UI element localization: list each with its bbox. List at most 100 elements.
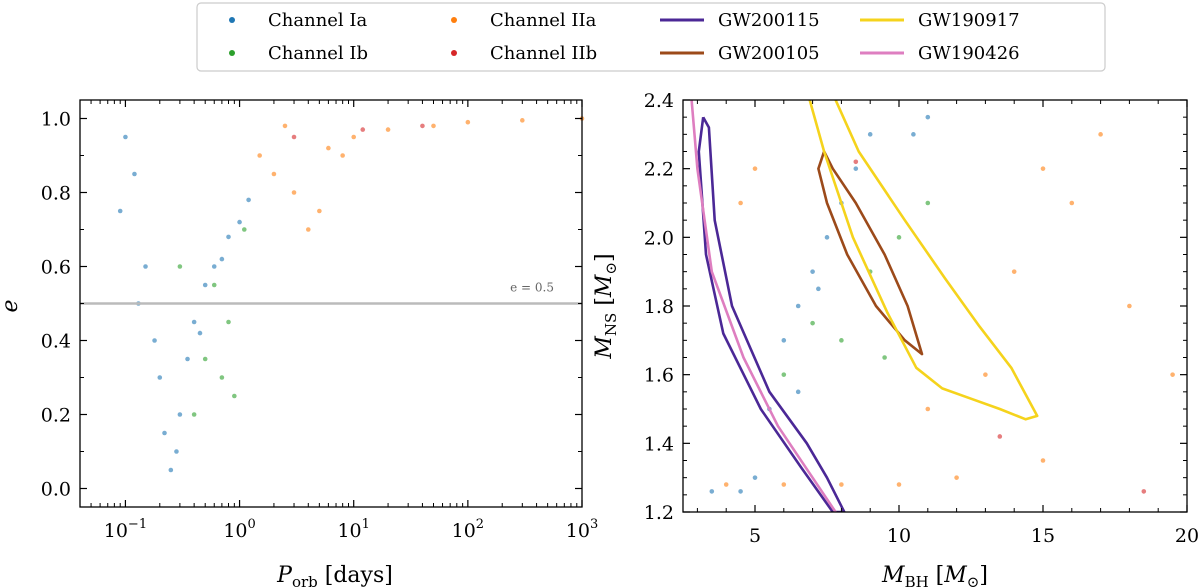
- left-ticks: 10−1 100 101 102 103 0.0 0.2 0.4 0.6 0.8 1.0: [41, 100, 598, 542]
- right-x-axis-label: MBH [M⊙]: [881, 563, 988, 588]
- data-point: [237, 219, 242, 225]
- x-tick-label: 20: [1175, 525, 1199, 547]
- data-point: [123, 134, 128, 140]
- right-gw-contours: [690, 100, 1039, 512]
- data-point: [810, 320, 815, 326]
- data-point: [896, 235, 902, 240]
- data-point: [867, 132, 873, 137]
- legend-label: GW200105: [718, 43, 820, 64]
- data-point: [925, 200, 931, 206]
- e-reference-label: e = 0.5: [510, 281, 554, 295]
- data-point: [954, 475, 959, 480]
- data-point: [911, 132, 916, 137]
- data-point: [781, 482, 787, 487]
- data-point: [853, 166, 859, 171]
- data-point: [291, 134, 297, 140]
- y-tick-label: 2.4: [644, 90, 674, 112]
- data-point: [340, 153, 345, 158]
- legend-marker: [229, 17, 235, 23]
- data-point: [143, 264, 148, 269]
- data-point: [191, 319, 197, 325]
- left-scatter-points: [117, 116, 585, 473]
- data-point: [1040, 458, 1046, 463]
- data-point: [246, 197, 251, 203]
- x-tick-label: 101: [337, 517, 369, 542]
- x-tick-label: 103: [566, 517, 598, 542]
- data-point: [191, 412, 197, 417]
- y-tick-label: 0.8: [41, 183, 71, 205]
- data-point: [162, 430, 167, 436]
- y-tick-label: 2.2: [644, 159, 674, 181]
- left-y-axis-label: e: [0, 299, 23, 312]
- data-point: [211, 282, 217, 288]
- data-point: [896, 482, 902, 487]
- data-point: [925, 406, 931, 412]
- y-tick-label: 0.2: [41, 405, 71, 427]
- y-tick-label: 1.4: [644, 433, 674, 455]
- data-point: [202, 356, 208, 362]
- data-point: [983, 372, 988, 377]
- legend-label: GW190917: [918, 10, 1020, 31]
- data-point: [226, 319, 231, 325]
- data-point: [202, 282, 208, 288]
- y-tick-label: 1.2: [644, 502, 674, 524]
- y-tick-label: 0.4: [41, 331, 71, 353]
- data-point: [853, 159, 859, 165]
- legend-entry: Channel IIa: [451, 10, 597, 31]
- data-point: [232, 393, 237, 399]
- data-point: [752, 475, 758, 480]
- gw-contour: [690, 100, 837, 512]
- y-tick-label: 1.8: [644, 296, 674, 318]
- right-axes-frame: [682, 99, 1188, 513]
- legend-entry: GW190426: [860, 43, 1020, 64]
- data-point: [795, 389, 801, 395]
- data-point: [177, 412, 183, 417]
- x-tick-label: 102: [452, 517, 484, 542]
- data-point: [997, 434, 1003, 439]
- y-tick-label: 2.0: [644, 227, 674, 249]
- legend-entry: Channel Ib: [229, 43, 368, 64]
- data-point: [1040, 166, 1046, 171]
- data-point: [317, 208, 322, 214]
- data-point: [1098, 132, 1103, 137]
- data-point: [738, 489, 743, 494]
- legend-entry: Channel Ia: [229, 10, 368, 31]
- right-panel: 5 10 15 20 1.2 1.4 1.6 1.8 2.0 2.2 2.4 MBH [M⊙] MN…: [592, 90, 1199, 588]
- data-point: [839, 482, 844, 487]
- data-point: [520, 118, 525, 123]
- data-point: [257, 153, 262, 158]
- x-tick-label: 15: [1031, 525, 1055, 547]
- legend-label: GW200115: [718, 10, 820, 31]
- data-point: [925, 114, 931, 120]
- data-point: [219, 375, 225, 380]
- legend-marker: [451, 17, 457, 23]
- legend-entry: Channel IIb: [451, 43, 597, 64]
- gw-contour: [808, 100, 1039, 421]
- y-tick-label: 1.6: [644, 365, 674, 387]
- data-point: [219, 256, 225, 262]
- left-x-axis-label: Porb [days]: [276, 563, 393, 588]
- legend-entry: GW200115: [660, 10, 820, 31]
- data-point: [177, 264, 183, 269]
- data-point: [709, 489, 715, 494]
- data-point: [465, 119, 471, 125]
- data-point: [351, 134, 357, 140]
- data-point: [291, 190, 297, 195]
- legend: Channel Ia Channel Ib Channel IIa Channel I…: [196, 2, 1106, 72]
- gw-contour: [697, 116, 846, 512]
- data-point: [839, 338, 844, 343]
- y-tick-label: 1.0: [41, 109, 71, 131]
- legend-marker: [451, 50, 457, 56]
- legend-label: GW190426: [918, 43, 1020, 64]
- data-point: [723, 482, 729, 487]
- data-point: [360, 127, 366, 132]
- data-point: [117, 208, 123, 214]
- data-point: [157, 375, 163, 380]
- right-ticks: 5 10 15 20 1.2 1.4 1.6 1.8 2.0 2.2 2.4: [644, 90, 1199, 547]
- data-point: [738, 200, 743, 206]
- left-panel: e = 0.5 10−1 100 101 102 1030.00.20.40.60.81…: [0, 99, 598, 588]
- data-point: [1127, 303, 1132, 309]
- y-tick-label: 0.0: [41, 479, 71, 501]
- data-point: [241, 227, 247, 232]
